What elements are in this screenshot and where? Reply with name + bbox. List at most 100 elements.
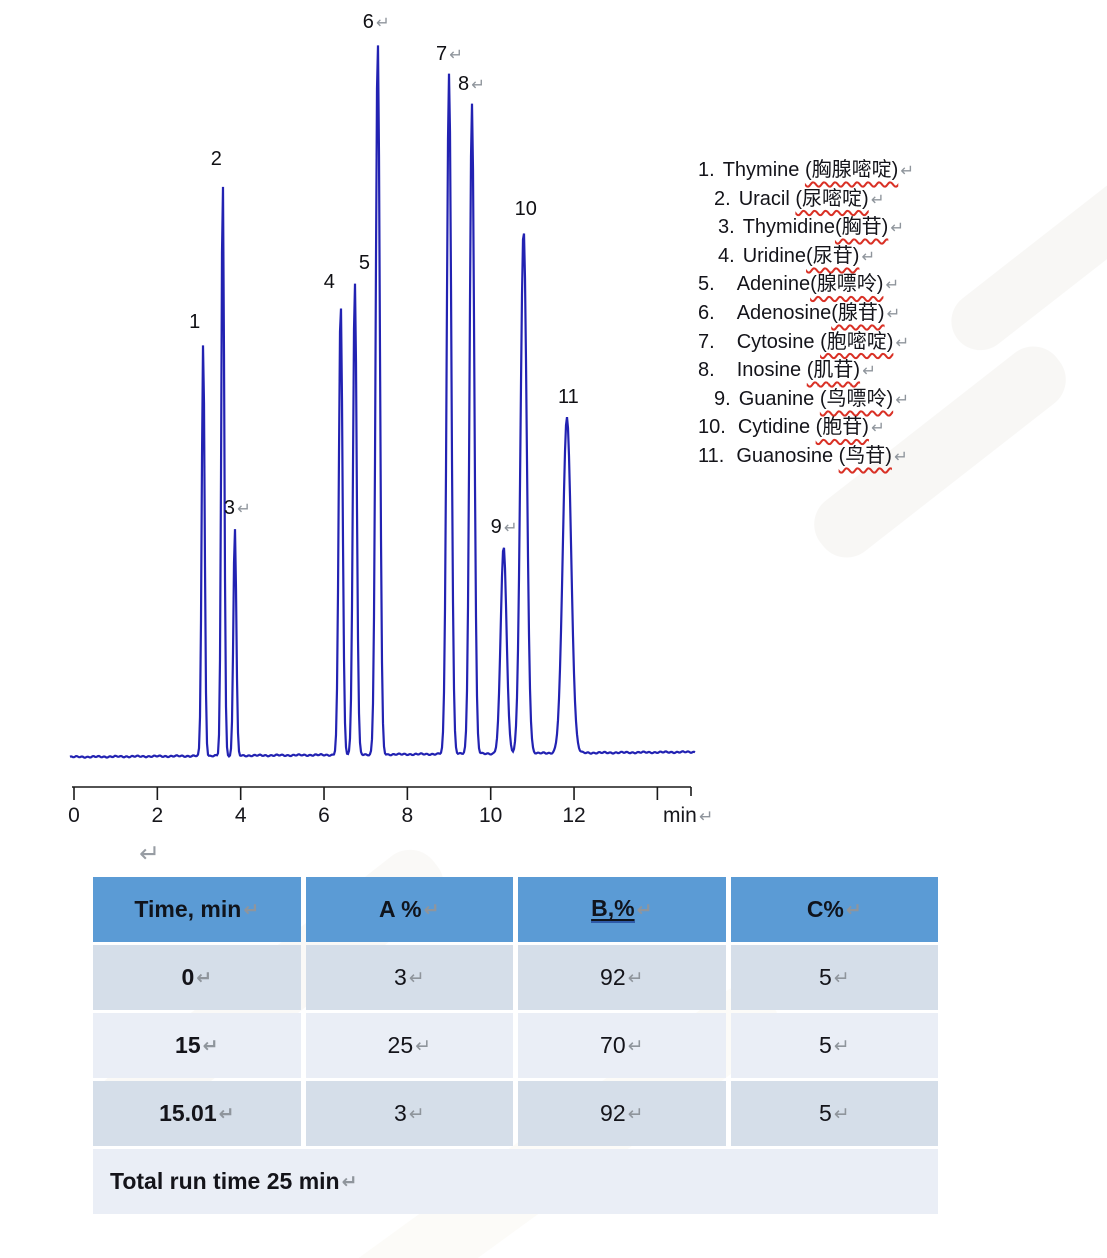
legend-item: 5. Adenine(腺嘌呤) ↵ [698,270,914,299]
x-tick-label: 8 [401,804,414,827]
return-mark: ↵ [893,446,908,466]
legend-compound-name: Thymine [722,159,805,181]
return-mark: ↵ [218,1102,235,1125]
return-mark: ↵ [900,161,914,180]
legend-item: 4. Uridine(尿苷) ↵ [698,242,914,271]
table-cell: 25 ↵ [305,1013,513,1078]
peak-label-9: 9 ↵ [491,517,518,537]
table-cell-value: 70 [600,1032,626,1058]
return-mark: ↵ [845,898,862,921]
table-cell-value: 3 [393,964,407,990]
table-cell-value: 25 [387,1032,414,1058]
legend-item-number: 1. [698,159,715,181]
return-mark: ↵ [833,1034,850,1057]
table-cell: 15.01 ↵ [93,1081,301,1146]
table-footer-row: Total run time 25 min ↵ [93,1149,938,1214]
x-tick-label: 4 [234,804,247,827]
table-header-cell: Time, min ↵ [93,877,301,942]
table-cell-value: 5 [818,1032,832,1058]
x-axis-unit-text: min [663,804,697,827]
return-mark: ↵ [890,218,905,238]
peak-number: 7 [436,42,448,65]
return-mark: ↵ [885,275,900,295]
peak-number: 4 [323,271,335,294]
table-cell-value: 5 [818,1100,832,1126]
peak-label-4: 4 [324,272,335,292]
return-mark: ↵ [833,1102,850,1125]
legend-item: 2. Uracil (尿嘧啶) ↵ [698,185,914,214]
peak-number: 5 [358,251,370,274]
peak-number: 10 [514,198,537,221]
peak-label-2: 2 [211,149,222,169]
table-row: 15 ↵ 25 ↵ 70 ↵ 5 ↵ [93,1013,938,1078]
x-tick-label: 6 [318,804,330,827]
return-mark: ↵ [503,517,518,537]
legend-compound-name-cn: (尿苷) [806,244,860,267]
return-mark: ↵ [627,1102,644,1125]
table-cell-value: 5 [818,964,832,990]
legend-item-number: 5. [698,273,715,296]
table-cell: 92 ↵ [518,945,726,1010]
compound-legend: 1. Thymine (胸腺嘧啶) ↵ 2. Uracil (尿嘧啶) ↵ 3. Thymid… [698,156,914,471]
return-mark: ↵ [423,898,440,921]
legend-compound-name-cn: (腺嘌呤) [810,273,884,296]
legend-item: 3. Thymidine(胸苷) ↵ [698,213,914,242]
legend-compound-name-cn: (鸟嘌呤) [819,387,894,410]
peak-label-10: 10 [515,199,537,219]
legend-item: 7. Cytosine (胞嘧啶) ↵ [698,328,914,357]
return-mark: ↵ [698,807,714,827]
x-tick-label: 2 [151,804,164,827]
table-cell: 15 ↵ [93,1013,301,1078]
table-row: 15.01 ↵ 3 ↵ 92 ↵ 5 ↵ [93,1081,938,1146]
return-mark: ↵ [243,898,260,921]
legend-compound-name-cn: (胸苷) [834,216,889,239]
legend-item-number: 10. [698,416,726,439]
return-mark: ↵ [471,74,485,94]
x-axis-unit-label: min ↵ [663,805,713,826]
legend-compound-name-cn: (胞嘧啶) [820,330,894,353]
return-mark: ↵ [449,44,463,64]
return-mark: ↵ [636,898,653,921]
table-header-cell: B,% ↵ [518,877,726,942]
table-cell-value: 92 [600,1100,626,1126]
legend-item-number: 3. [718,216,735,239]
table-header-cell: A % ↵ [305,877,513,942]
table-cell: 5 ↵ [730,945,938,1010]
return-mark: ↵ [833,966,850,989]
peak-label-1: 1 [189,312,200,332]
peak-number: 3 [223,496,235,519]
watermark-stroke [939,156,1107,362]
return-mark: ↵ [870,418,885,438]
table-cell: 92 ↵ [518,1081,726,1146]
table-cell: 0 ↵ [93,945,301,1010]
legend-compound-name: Thymidine [742,216,835,239]
legend-compound-name: Guanine [738,387,820,410]
legend-item-number: 9. [714,387,731,410]
table-row: 0 ↵ 3 ↵ 92 ↵ 5 ↵ [93,945,938,1010]
paragraph-mark: ↵ [139,839,160,868]
table-header-text: Time, min [134,896,242,922]
gradient-table: Time, min ↵ A % ↵ B,% ↵ C% ↵ 0 ↵ 3 ↵ 92 ↵ 5 ↵ 15 ↵ 25 ↵ 70 ↵ 5… [93,877,938,1214]
return-mark: ↵ [236,498,251,518]
peak-number: 1 [189,311,201,334]
return-mark: ↵ [341,1170,358,1193]
return-mark: ↵ [627,1034,644,1057]
table-cell: 5 ↵ [730,1081,938,1146]
legend-item-number: 11. [698,444,725,467]
table-header-row: Time, min ↵ A % ↵ B,% ↵ C% ↵ [93,877,938,942]
legend-compound-name-cn: (尿嘧啶) [795,187,869,210]
x-tick-label: 12 [562,804,586,827]
table-cell-value: 92 [600,964,626,990]
x-tick-label: 0 [68,804,80,827]
table-cell-value: 15.01 [159,1100,217,1126]
legend-compound-name-cn: (鸟苷) [838,444,892,467]
table-cell-value: 3 [393,1100,407,1126]
legend-item: 10. Cytidine (胞苷) ↵ [698,413,914,442]
return-mark: ↵ [895,389,909,409]
legend-compound-name: Uridine [742,244,807,267]
return-mark: ↵ [886,303,901,323]
table-cell: 5 ↵ [730,1013,938,1078]
total-run-time-text: Total run time 25 min [110,1168,340,1194]
table-header-cell: C% ↵ [730,877,938,942]
legend-compound-name: Guanosine [736,444,839,467]
